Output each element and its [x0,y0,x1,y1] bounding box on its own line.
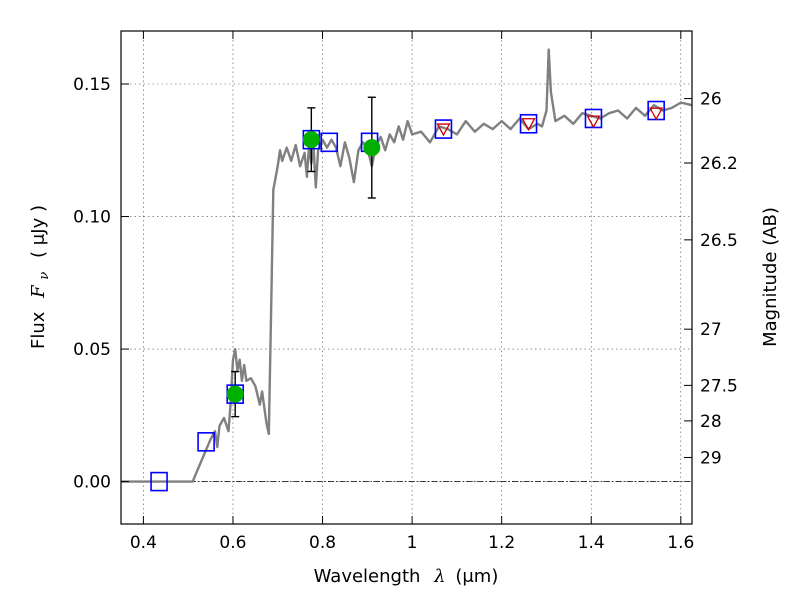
y2-tick-label: 27 [700,320,722,340]
x-tick-label: 1.6 [667,533,694,553]
y-tick-label: 0.10 [73,208,111,228]
model-square-marker [320,132,339,153]
y-axis-subscript: ν [37,272,52,280]
y-axis-unit: ( μJy ) [28,205,49,258]
x-tick-label: 0.8 [309,533,336,553]
x-tick-label: 0.4 [130,533,157,553]
model-square-marker [197,432,215,452]
plot-frame [120,30,693,525]
model-square-marker [150,471,168,492]
x-tick-label: 1.2 [488,533,515,553]
x-tick-label: 0.6 [219,533,246,553]
y2-tick-label: 28 [700,412,722,432]
x-tick-label: 1.4 [578,533,605,553]
y-axis-symbol: F [28,284,49,299]
upper-limit-marker [521,118,536,132]
y-tick-label: 0.05 [73,340,111,360]
y2-tick-label: 26.2 [700,154,738,174]
model-square-marker [519,113,538,134]
series-group [121,48,693,492]
y2-tick-label: 26 [700,90,722,110]
y-tick-label: 0.00 [73,473,111,493]
spectrum-line [121,48,693,483]
detection-marker [226,385,244,403]
y2-tick-label: 26.5 [700,231,738,251]
upper-limit-marker [649,107,664,121]
y2-tick-label: 29 [700,448,722,468]
x-axis-symbol: λ [433,566,445,587]
y-axis-label: Flux F ν ( μJy ) [28,205,53,349]
x-axis-label-text: Wavelength [314,566,421,587]
x-tick-label: 1 [407,533,418,553]
model-square-marker [434,119,453,139]
y2-axis-label: Magnitude (AB) [760,207,781,347]
y-axis-label-text: Flux [28,311,49,349]
y2-tick-label: 27.5 [700,376,738,396]
ticks: 0.4 0.6 0.8 1 1.2 1.4 1.6 0.00 0.05 0.10 0.15 26 26.… [73,31,738,553]
detection-marker [363,139,381,157]
upper-limit-marker [436,123,451,137]
x-axis-label: Wavelength λ (μm) [314,566,499,587]
y-tick-label: 0.15 [73,75,111,95]
detection-marker [302,131,320,149]
upper-limit-marker [586,115,601,129]
x-axis-unit: (μm) [455,566,498,587]
